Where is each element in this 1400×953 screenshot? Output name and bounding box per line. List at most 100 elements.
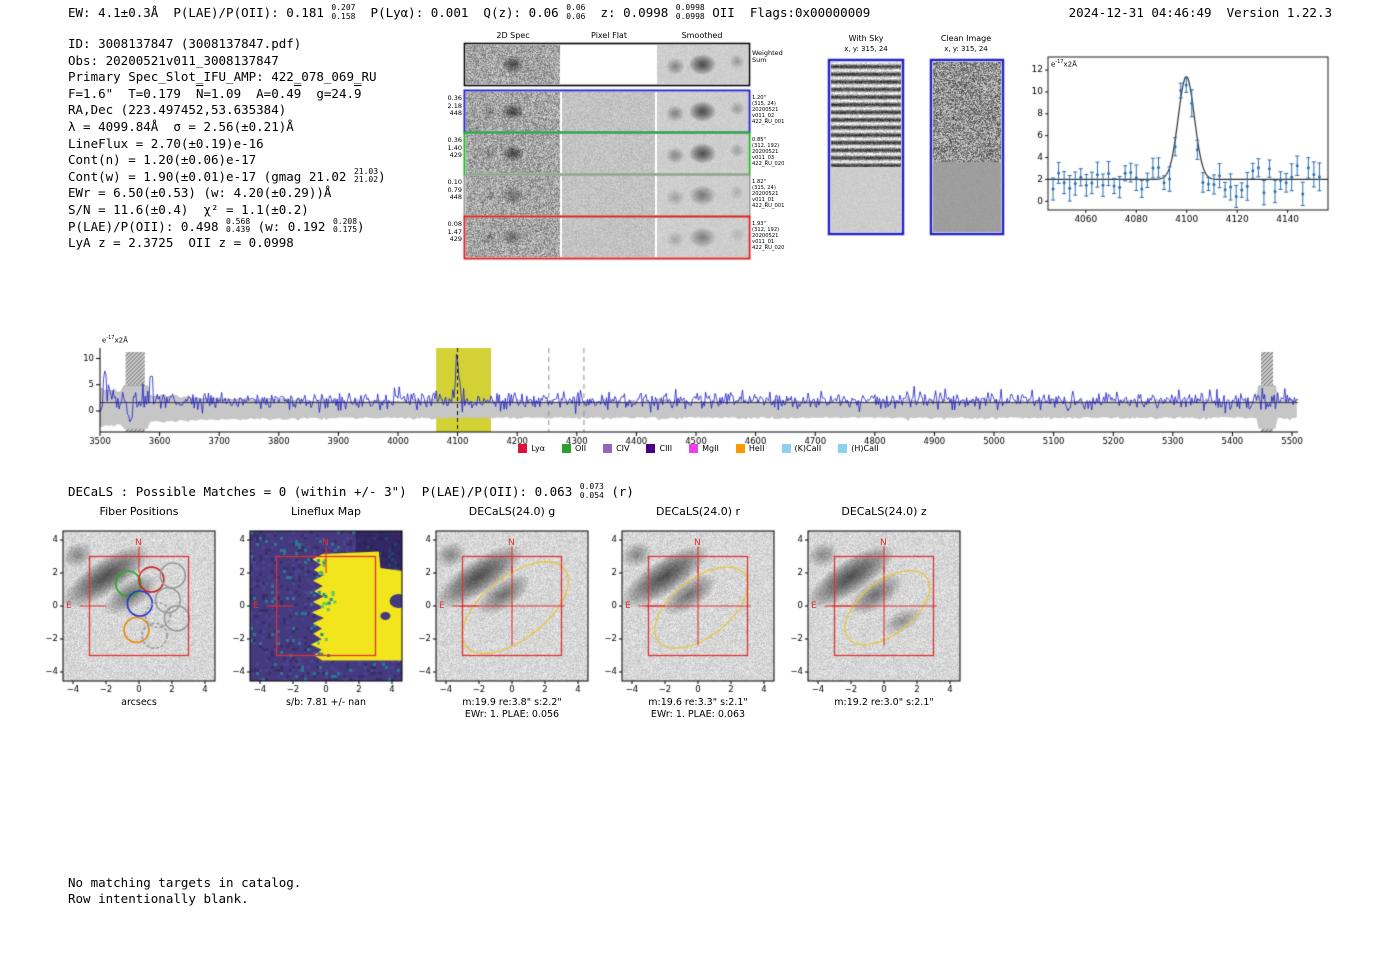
legend-swatch-icon: [562, 444, 572, 453]
text-segment: ID: 3008137847 (3008137847.pdf): [68, 36, 302, 51]
legend-label: (K)CaII: [794, 444, 822, 453]
header-stats-line: EW: 4.1±0.3Å P(LAE)/P(OII): 0.181 0.207 0…: [68, 3, 871, 22]
legend-swatch-icon: [781, 444, 791, 453]
legend-label: (H)CaII: [851, 444, 879, 453]
note-row-blank: Row intentionally blank.: [68, 891, 249, 906]
cutout-title-lineflux-map: Lineflux Map: [290, 505, 362, 518]
text-segment: ): [378, 168, 386, 184]
cutout-xlabel-sb: s/b: 7.81 +/- nan: [285, 697, 367, 708]
legend-item: CIII: [646, 444, 672, 453]
text-segment: z: 0.0998: [585, 5, 676, 20]
spectrum-legend: Lyα OII CIV CIII MgII HeII (K)CaII (H)CaII: [100, 444, 1297, 453]
sup-sub-stack: 21.03 21.02: [353, 167, 379, 185]
cutout-caption-r-plae: EWr: 1. PLAE: 0.063: [650, 709, 746, 720]
decals-match-line: DECaLS : Possible Matches = 0 (within +/…: [68, 482, 634, 501]
info-line: Cont(n) = 1.20(±0.06)e-17: [68, 152, 386, 169]
cutout-xlabel-arcsecs: arcsecs: [121, 697, 157, 708]
sup-sub-stack: 0.06 0.06: [566, 3, 586, 21]
legend-swatch-icon: [838, 444, 848, 453]
text-segment: RA,Dec (223.497452,53.635384): [68, 102, 287, 118]
text-segment: λ = 4099.84Å σ = 2.56(±0.21)Å: [68, 118, 294, 134]
info-line: P(LAE)/P(OII): 0.498 0.568 0.439 (w: 0.19…: [68, 216, 386, 236]
text-segment: N: [195, 85, 204, 101]
spectrum-flux-units-label: e-17x2Å: [102, 335, 128, 345]
cutout-xlabel-z-mag: m:19.2 re:3.0" s:2.1": [834, 697, 934, 708]
spec2d-col-title-smoothed: Smoothed: [681, 31, 723, 40]
info-line: F=1.6" T=0.179 N=1.09 A=0.49 g=24.9: [68, 86, 386, 103]
legend-label: OII: [575, 444, 587, 453]
compass-north-label: N: [694, 538, 701, 549]
clean-image-xy-label: x, y: 315, 24: [944, 45, 988, 53]
text-segment: EWr = 6.50(±0.53) (w: 4.20(±0.29))Å: [68, 185, 332, 201]
compass-east-label: E: [66, 600, 72, 611]
cutout-title-decals-r: DECaLS(24.0) r: [655, 505, 741, 518]
text-segment: Cont(n) = 1.20(±0.06)e-17: [68, 152, 257, 168]
cutout-title-fiber-positions: Fiber Positions: [99, 505, 179, 518]
text-segment: P(LAE)/P(OII): 0.498: [68, 218, 227, 234]
cutout-xlabel-g-mag: m:19.9 re:3.8" s:2.2": [462, 697, 562, 708]
legend-label: MgII: [702, 444, 719, 453]
withsky-xy-label: x, y: 315, 24: [844, 45, 888, 53]
legend-label: Lyα: [531, 444, 546, 453]
spec2d-row-right-label: 0.85" (312, 192) 20200521 v011_03 422_RU…: [752, 137, 785, 168]
spec2d-col-title-2dspec: 2D Spec: [496, 31, 530, 40]
info-line: LineFlux = 2.70(±0.19)e-16: [68, 136, 386, 153]
legend-swatch-icon: [689, 444, 699, 453]
sup-sub-stack: 0.568 0.439: [226, 216, 251, 235]
compass-north-label: N: [135, 538, 142, 549]
spec2d-col-title-pixelflat: Pixel Flat: [591, 31, 627, 40]
sup-sub-stack: 0.207 0.158: [331, 3, 356, 21]
legend-swatch-icon: [603, 444, 613, 453]
text-segment: ): [357, 218, 365, 234]
cutout-caption-g-plae: EWr: 1. PLAE: 0.056: [464, 709, 560, 720]
text-segment: 9: [293, 85, 302, 101]
sup-sub-stack: 0.208 0.175: [332, 216, 358, 235]
legend-item: CIV: [603, 444, 629, 453]
spec2d-row-right-label: Weighted Sum: [752, 49, 783, 65]
legend-item: OII: [562, 444, 586, 453]
text-segment: LyA z = 2.3725 OII z = 0.0998: [68, 235, 294, 251]
text-segment: EW: 4.1±0.3Å P(LAE)/P(OII): 0.181: [68, 5, 332, 20]
info-line: RA,Dec (223.497452,53.635384): [68, 102, 386, 119]
spec2d-row-left-label: 0.08 1.47 429: [447, 220, 462, 244]
compass-east-label: E: [811, 600, 817, 611]
compass-east-label: E: [439, 600, 445, 611]
compass-east-label: E: [625, 600, 631, 611]
info-line: Obs: 20200521v011_3008137847: [68, 53, 386, 70]
cutout-xlabel-r-mag: m:19.6 re:3.3" s:2.1": [648, 697, 748, 708]
note-no-matching-targets: No matching targets in catalog.: [68, 875, 302, 890]
text-segment: (r): [603, 484, 634, 499]
text-segment: Primary Spec_Slot_IFU_AMP: 422_078_069_R…: [68, 69, 377, 85]
text-segment: S/N = 11.6(±0.4) χ² = 1.1(±0.2): [68, 202, 309, 218]
spec2d-row-left-label: 0.36 2.18 448: [447, 94, 462, 118]
spec2d-row-left-label: 0.10 0.79 448: [447, 178, 462, 202]
legend-label: CIV: [616, 444, 630, 453]
text-segment: DECaLS : Possible Matches = 0 (within +/…: [68, 484, 580, 499]
detection-info-block: ID: 3008137847 (3008137847.pdf) Obs: 2020…: [68, 36, 386, 252]
compass-east-label: E: [253, 600, 259, 611]
text-segment: Cont(w) = 1.90(±0.01)e-17 (gmag 21.02: [68, 168, 354, 184]
withsky-title: With Sky: [848, 34, 884, 43]
legend-label: HeII: [748, 444, 765, 453]
info-line: λ = 4099.84Å σ = 2.56(±0.21)Å: [68, 119, 386, 136]
legend-label: CIII: [659, 444, 673, 453]
text-segment: OII Flags:0x00000009: [704, 5, 871, 20]
info-line: S/N = 11.6(±0.4) χ² = 1.1(±0.2): [68, 202, 386, 219]
text-segment: =1.09 A=0.4: [203, 85, 294, 101]
legend-item: MgII: [689, 444, 719, 453]
info-line: Primary Spec_Slot_IFU_AMP: 422_078_069_R…: [68, 69, 386, 86]
legend-item: Lyα: [518, 444, 545, 453]
legend-swatch-icon: [735, 444, 745, 453]
text-segment: g=24.: [301, 85, 354, 101]
spec2d-row-right-label: 1.20" (315, 24) 20200521 v011_02 422_RU_…: [752, 95, 785, 126]
info-line: Cont(w) = 1.90(±0.01)e-17 (gmag 21.02 21…: [68, 167, 386, 186]
legend-item: HeII: [735, 444, 765, 453]
clean-image-title: Clean Image: [940, 34, 992, 43]
sup-sub-stack: 0.073 0.054: [579, 482, 604, 500]
legend-item: (H)CaII: [838, 444, 879, 453]
sup-sub-stack: 0.0998 0.0998: [675, 3, 705, 21]
legend-swatch-icon: [518, 444, 528, 453]
info-line: LyA z = 2.3725 OII z = 0.0998: [68, 235, 386, 252]
text-segment: P(Lyα): 0.001 Q(z): 0.06: [355, 5, 567, 20]
